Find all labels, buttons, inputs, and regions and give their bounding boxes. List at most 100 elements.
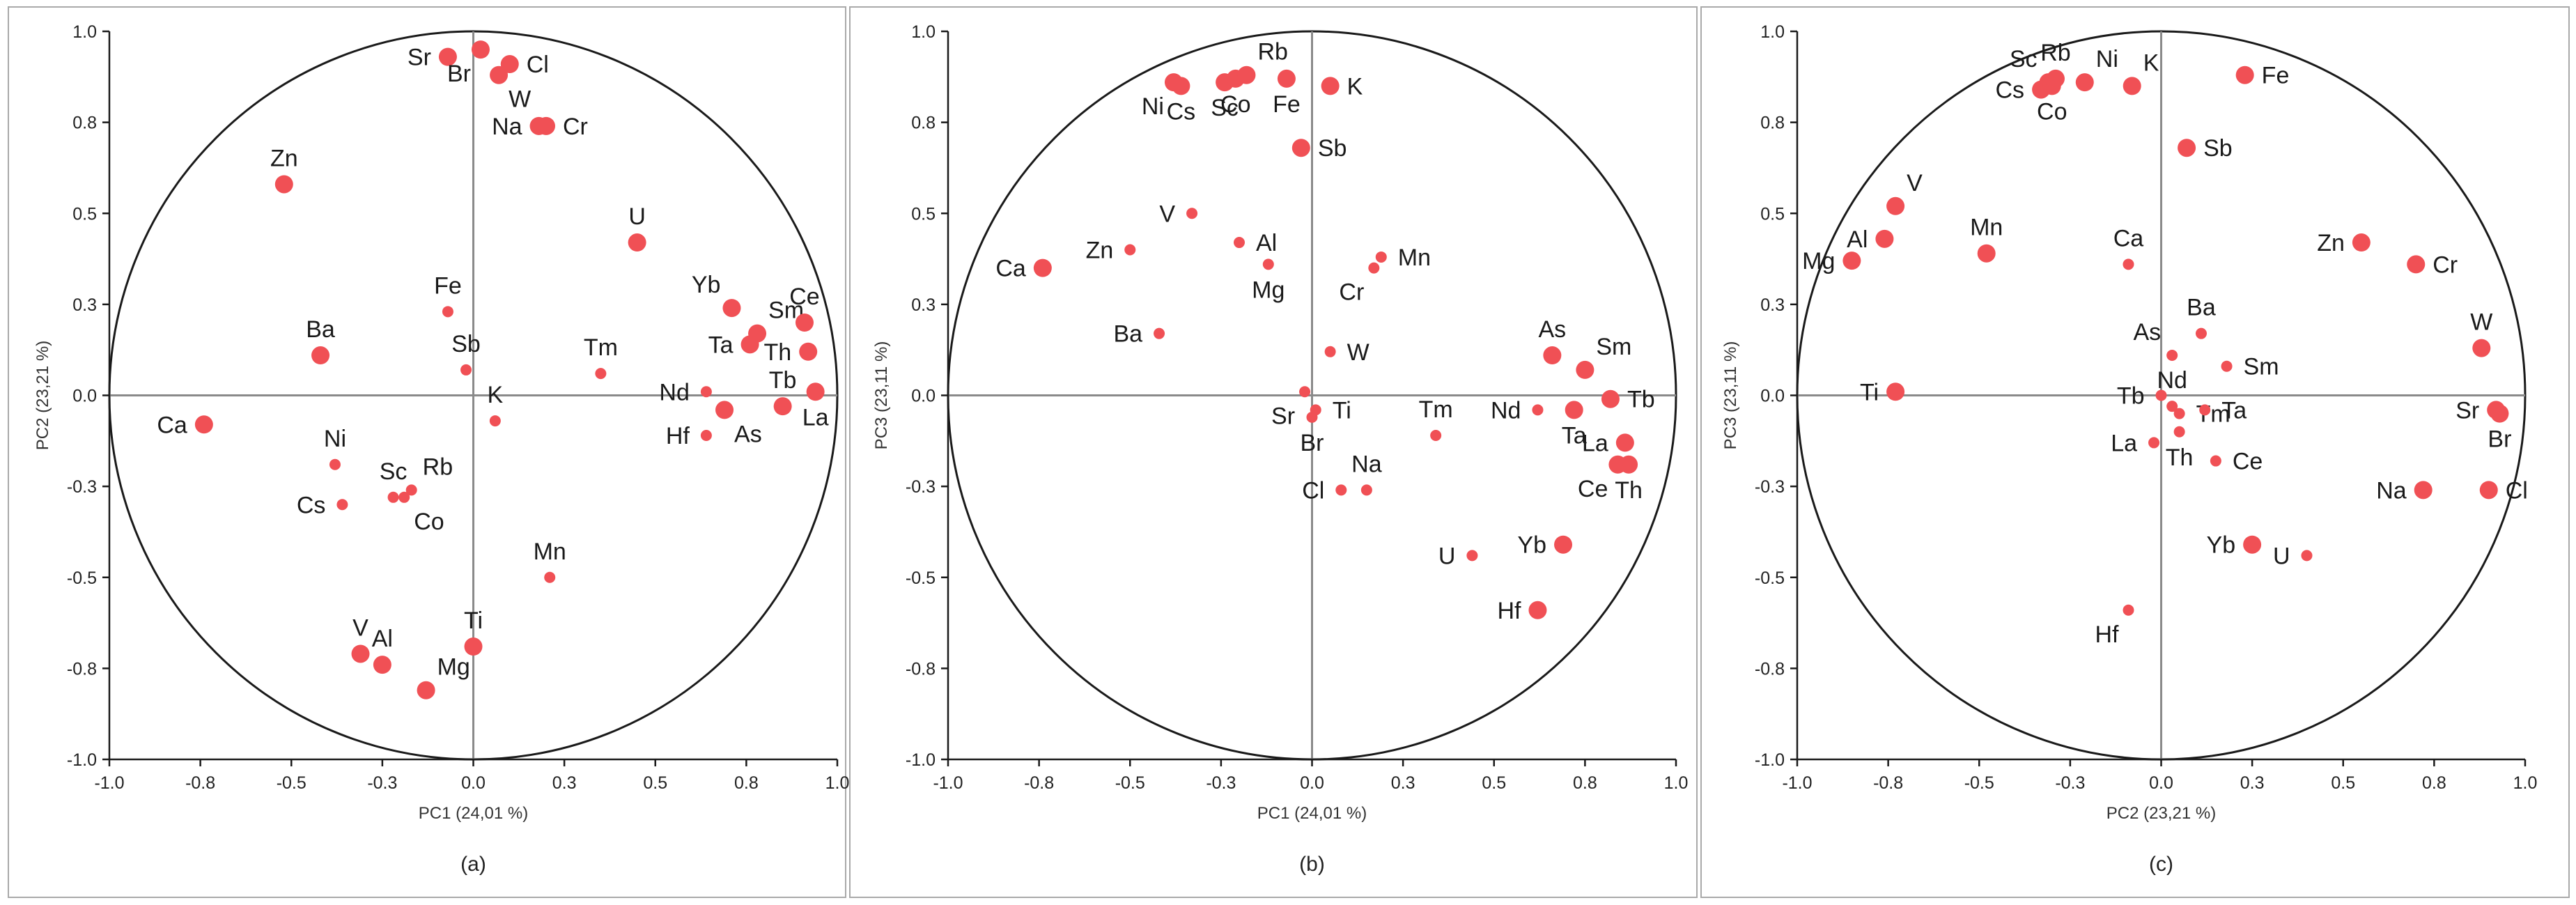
data-point-th [2173, 426, 2185, 438]
point-label-th: Th [764, 339, 792, 366]
data-point-ce [795, 314, 814, 332]
point-label-v: V [1159, 201, 1175, 227]
chart-panel-b: -1.0 -1.0 -0.8 -0.8 -0.5 -0.5 -0.3 -0.3 0.0 0.0 0.… [849, 6, 1698, 898]
data-point-w [2472, 339, 2491, 357]
data-point-ce [2210, 455, 2221, 467]
data-point-cr [537, 116, 555, 135]
panel-frame [849, 6, 1698, 898]
data-point-yb [2243, 535, 2262, 554]
panel-frame [1700, 6, 2570, 898]
data-point-tm [2173, 408, 2185, 419]
y-tick-label: 0.0 [72, 387, 97, 406]
y-tick-label: 0.0 [911, 387, 936, 406]
point-label-tb: Tb [769, 367, 797, 394]
point-label-ca: Ca [157, 412, 187, 438]
data-point-u [2301, 550, 2313, 562]
x-tick-label: 0.0 [461, 773, 486, 793]
point-label-hf: Hf [1497, 598, 1521, 624]
data-point-fe [2235, 65, 2254, 84]
data-point-la [1615, 433, 1634, 452]
point-label-cl: Cl [1302, 477, 1324, 504]
point-label-as: As [734, 421, 762, 447]
data-point-v [1186, 208, 1198, 219]
point-label-na: Na [492, 114, 522, 140]
point-label-w: W [2470, 309, 2492, 336]
point-label-ba: Ba [1113, 321, 1142, 348]
point-label-fe: Fe [2262, 63, 2290, 89]
x-tick-label: 0.8 [2422, 773, 2446, 793]
data-point-sb [460, 364, 472, 376]
y-tick-label: 0.0 [1760, 387, 1785, 406]
point-label-na: Na [1351, 451, 1382, 477]
data-point-al [1234, 237, 1245, 249]
data-point-ba [2195, 327, 2207, 339]
data-point-nd [700, 386, 712, 398]
y-tick-label: -1.0 [67, 750, 97, 770]
point-label-v: V [1907, 170, 1923, 196]
point-label-cl: Cl [2506, 477, 2528, 504]
point-label-u: U [628, 203, 646, 230]
data-point-tb [2155, 389, 2167, 401]
data-point-k [489, 415, 501, 427]
point-label-sr: Sr [1271, 403, 1295, 429]
point-label-yb: Yb [1517, 532, 1546, 559]
x-axis-title: PC2 (23,21 %) [2106, 804, 2216, 823]
x-tick-label: 0.0 [1300, 773, 1324, 793]
point-label-u: U [1438, 543, 1456, 569]
data-point-br [2490, 404, 2509, 423]
x-axis-title: PC1 (24,01 %) [1257, 804, 1367, 823]
data-point-rb [405, 484, 417, 496]
point-label-th: Th [1615, 477, 1643, 504]
y-tick-label: 1.0 [1760, 22, 1785, 42]
point-label-ni: Ni [1142, 93, 1164, 120]
data-point-ti [1886, 382, 1905, 401]
point-label-mg: Mg [1802, 248, 1835, 274]
point-label-w: W [1347, 339, 1370, 366]
point-label-mg: Mg [437, 654, 470, 681]
data-point-mg [417, 681, 435, 699]
point-label-k: K [1347, 73, 1363, 100]
point-label-mn: Mn [1970, 215, 2003, 241]
y-tick-label: 0.5 [1760, 204, 1785, 224]
point-label-hf: Hf [2095, 621, 2119, 648]
point-label-ce: Ce [789, 284, 819, 310]
x-tick-label: 0.3 [552, 773, 577, 793]
y-tick-label: 0.8 [911, 114, 936, 133]
x-tick-label: 0.0 [2149, 773, 2173, 793]
data-point-hf [1528, 601, 1547, 619]
x-tick-label: -1.0 [1782, 773, 1812, 793]
point-label-co: Co [1220, 91, 1250, 118]
data-point-u [628, 233, 646, 252]
point-label-u: U [2273, 543, 2290, 569]
data-point-yb [1554, 535, 1573, 554]
data-point-tb [773, 397, 792, 416]
point-label-sb: Sb [2203, 135, 2233, 162]
x-tick-label: -0.3 [1206, 773, 1236, 793]
data-point-la [806, 382, 825, 401]
point-label-ti: Ti [464, 608, 483, 634]
chart-panel-c: -1.0 -1.0 -0.8 -0.8 -0.5 -0.5 -0.3 -0.3 0.0 0.0 0.… [1700, 6, 2570, 898]
data-point-nd [1532, 404, 1544, 416]
point-label-as: As [2133, 319, 2161, 346]
point-label-ni: Ni [324, 426, 346, 452]
x-tick-label: -0.3 [2055, 773, 2085, 793]
data-point-al [373, 656, 391, 674]
y-axis-title: PC3 (23,11 %) [1721, 341, 1740, 450]
point-label-sc: Sc [2010, 46, 2038, 72]
x-tick-label: 0.8 [1573, 773, 1597, 793]
point-label-la: La [802, 404, 829, 431]
data-point-zn [274, 175, 293, 194]
point-label-cl: Cl [527, 52, 549, 78]
x-tick-label: -0.5 [1115, 773, 1145, 793]
point-label-ca: Ca [995, 256, 1026, 282]
x-tick-label: 0.8 [734, 773, 759, 793]
data-point-mg [1842, 252, 1861, 270]
point-label-k: K [488, 382, 504, 408]
data-point-ta [1565, 401, 1583, 419]
data-point-sr [438, 47, 457, 66]
data-point-ca [194, 415, 213, 434]
point-label-br: Br [447, 61, 471, 87]
point-label-hf: Hf [666, 423, 690, 449]
point-label-sb: Sb [451, 331, 481, 357]
